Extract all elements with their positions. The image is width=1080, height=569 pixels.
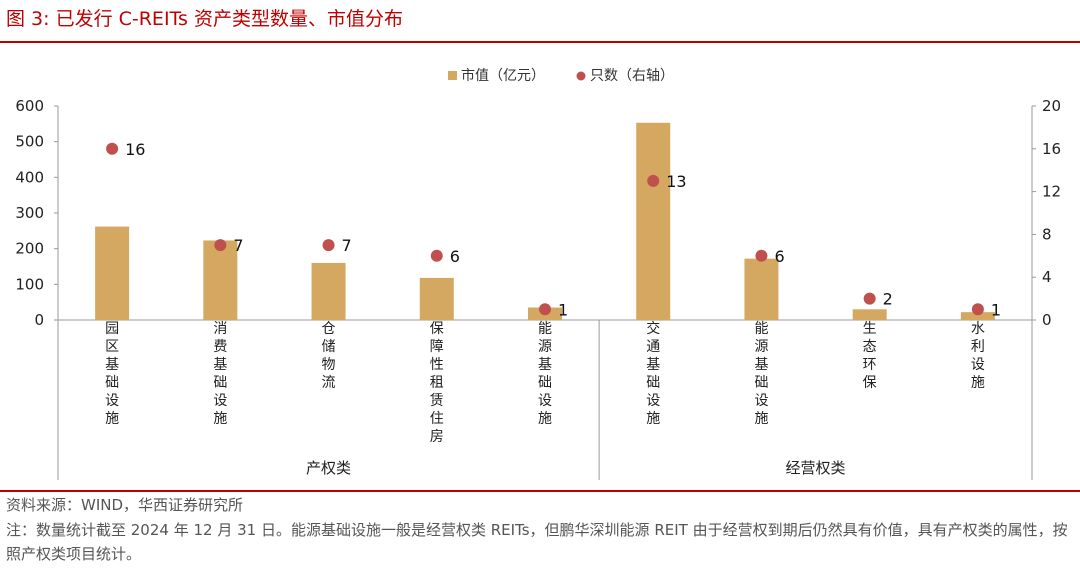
- dot-label: 2: [883, 290, 893, 309]
- bar: [311, 262, 346, 320]
- dot: [755, 249, 768, 262]
- legend-bar-swatch: [448, 71, 457, 80]
- legend-bar-label: 市值（亿元）: [461, 67, 545, 84]
- right-tick-label: 4: [1042, 268, 1052, 286]
- dot-label: 1: [558, 300, 568, 319]
- dot-label: 6: [774, 247, 784, 266]
- left-tick-label: 200: [15, 240, 44, 258]
- left-tick-label: 500: [15, 133, 44, 151]
- right-tick-label: 8: [1042, 225, 1052, 243]
- right-tick-label: 0: [1042, 311, 1052, 329]
- group-label: 产权类: [306, 459, 351, 477]
- left-axis: 0 100 200 300 400 500 600: [15, 97, 1032, 329]
- category-label: 消费基础设施: [213, 321, 227, 427]
- figure-title: 图 3: 已发行 C-REITs 资产类型数量、市值分布: [6, 8, 403, 30]
- dot: [971, 303, 984, 316]
- left-tick-label: 600: [15, 97, 44, 115]
- bar: [960, 312, 995, 320]
- dot-label: 7: [342, 236, 352, 255]
- right-tick-label: 12: [1042, 183, 1061, 201]
- right-tick-label: 20: [1042, 97, 1061, 115]
- dot-label: 13: [666, 172, 686, 191]
- category-label: 仓储物流: [322, 321, 336, 391]
- dot-label: 6: [450, 247, 460, 266]
- footer-rule: [0, 490, 1080, 492]
- bar: [636, 122, 671, 320]
- bars: [95, 122, 995, 320]
- bar: [744, 258, 779, 320]
- dots: 16 7 7 6 1 13 6 2 1: [106, 140, 1001, 319]
- dot: [647, 174, 660, 187]
- bar: [419, 277, 454, 320]
- category-label: 园区基础设施: [105, 321, 119, 427]
- legend-dot-swatch: [576, 71, 586, 81]
- right-axis: 0 4 8 12 16 20: [1031, 97, 1061, 329]
- left-tick-label: 300: [15, 204, 44, 222]
- category-labels: 园区基础设施 消费基础设施 仓储物流 保障性租赁住房 能源基础设施 交通基础设施 能源基础设…: [105, 320, 985, 445]
- dot-label: 7: [233, 236, 243, 255]
- category-label: 保障性租赁住房: [430, 321, 444, 445]
- group-label: 经营权类: [786, 459, 846, 477]
- dot-label: 16: [125, 140, 145, 159]
- left-tick-label: 400: [15, 168, 44, 186]
- dot: [430, 249, 443, 262]
- category-label: 水利设施: [971, 321, 985, 391]
- left-tick-label: 0: [34, 311, 44, 329]
- dot: [863, 292, 876, 305]
- category-label: 能源基础设施: [538, 321, 552, 427]
- category-label: 能源基础设施: [754, 321, 768, 427]
- dot: [106, 142, 119, 155]
- note-text: 注：数量统计截至 2024 年 12 月 31 日。能源基础设施一般是经营权类 …: [6, 521, 1068, 563]
- legend: 市值（亿元） 只数（右轴）: [448, 67, 674, 84]
- bar: [852, 309, 887, 320]
- bar: [203, 240, 238, 320]
- left-tick-label: 100: [15, 275, 44, 293]
- dot-label: 1: [991, 300, 1001, 319]
- dot: [214, 239, 227, 252]
- source-text: 资料来源：WIND，华西证券研究所: [6, 496, 244, 514]
- group-labels: 产权类 经营权类: [57, 320, 1033, 480]
- bar: [95, 226, 130, 320]
- legend-dot-label: 只数（右轴）: [590, 68, 674, 84]
- dot: [539, 303, 551, 316]
- category-label: 生态环保: [863, 321, 877, 391]
- category-label: 交通基础设施: [646, 320, 660, 427]
- right-tick-label: 16: [1042, 140, 1061, 158]
- title-rule: [0, 41, 1080, 43]
- dot: [322, 239, 335, 252]
